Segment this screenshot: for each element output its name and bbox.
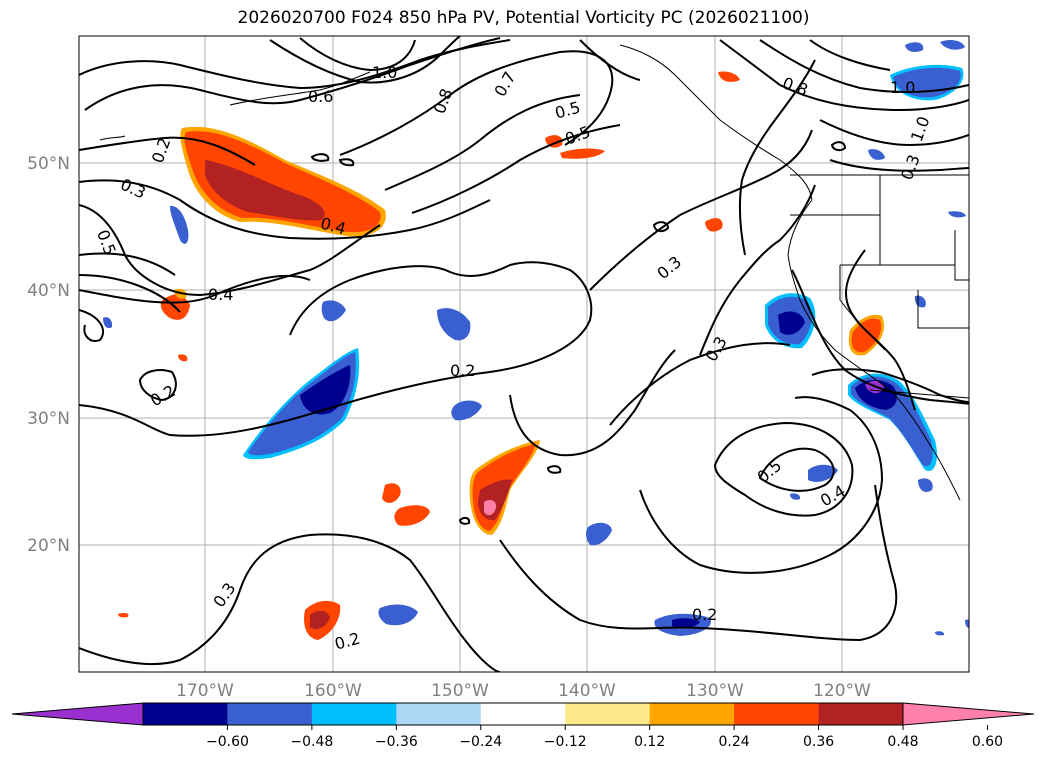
contour-label: 0.2 <box>692 605 717 624</box>
colorbar-frame <box>142 702 904 726</box>
colorbar: −0.60 −0.48 −0.36 −0.24 −0.12 0.12 0.24 0.36 0.4… <box>11 702 1035 750</box>
lat-label: 50°N <box>27 154 70 174</box>
colorbar-tick-label: 0.48 <box>887 734 918 750</box>
coastlines <box>99 44 969 501</box>
contour-label: 0.4 <box>208 285 233 304</box>
contour-label: 1.0 <box>372 63 397 82</box>
contour-label: 1.0 <box>890 78 915 97</box>
lon-label: 150°W <box>431 681 489 701</box>
negative-anomalies <box>103 39 969 636</box>
colorbar-tick-label: −0.60 <box>206 734 249 750</box>
lon-label: 160°W <box>304 681 362 701</box>
colorbar-tick-label: −0.24 <box>459 734 502 750</box>
colorbar-tick-label: 0.12 <box>634 734 665 750</box>
lon-label: 140°W <box>558 681 616 701</box>
lon-label: 130°W <box>686 681 744 701</box>
latitude-labels: 50°N 40°N 30°N 20°N <box>27 154 70 556</box>
colorbar-extend-low <box>11 702 144 726</box>
colorbar-tick-label: −0.36 <box>375 734 418 750</box>
colorbar-segment <box>565 703 651 725</box>
contour-label: 0.6 <box>308 87 333 106</box>
map-content <box>79 36 969 672</box>
colorbar-tick-label: −0.48 <box>290 734 333 750</box>
colorbar-segment <box>649 703 735 725</box>
lat-label: 20°N <box>27 536 70 556</box>
colorbar-segment <box>734 703 820 725</box>
lon-label: 170°W <box>176 681 234 701</box>
lat-label: 30°N <box>27 409 70 429</box>
colorbar-segment <box>396 703 482 725</box>
contour-label: 0.2 <box>450 361 475 380</box>
graticule <box>79 36 969 672</box>
colorbar-tick-label: 0.36 <box>803 734 834 750</box>
colorbar-segment <box>227 703 313 725</box>
map-title: 2026020700 F024 850 hPa PV, Potential Vo… <box>237 8 810 28</box>
lon-label: 120°W <box>813 681 871 701</box>
pv-contours <box>79 36 969 672</box>
colorbar-segment <box>818 703 904 725</box>
colorbar-segment <box>311 703 397 725</box>
positive-anomalies <box>118 71 885 640</box>
map-frame <box>78 35 970 673</box>
colorbar-tick-label: 0.60 <box>972 734 1003 750</box>
lat-label: 40°N <box>27 281 70 301</box>
colorbar-tick-label: −0.12 <box>544 734 587 750</box>
colorbar-tick-label: 0.24 <box>719 734 750 750</box>
longitude-labels: 170°W 160°W 150°W 140°W 130°W 120°W <box>176 681 871 701</box>
colorbar-extend-high <box>902 702 1035 726</box>
colorbar-segment <box>480 703 566 725</box>
colorbar-segment <box>143 703 228 725</box>
